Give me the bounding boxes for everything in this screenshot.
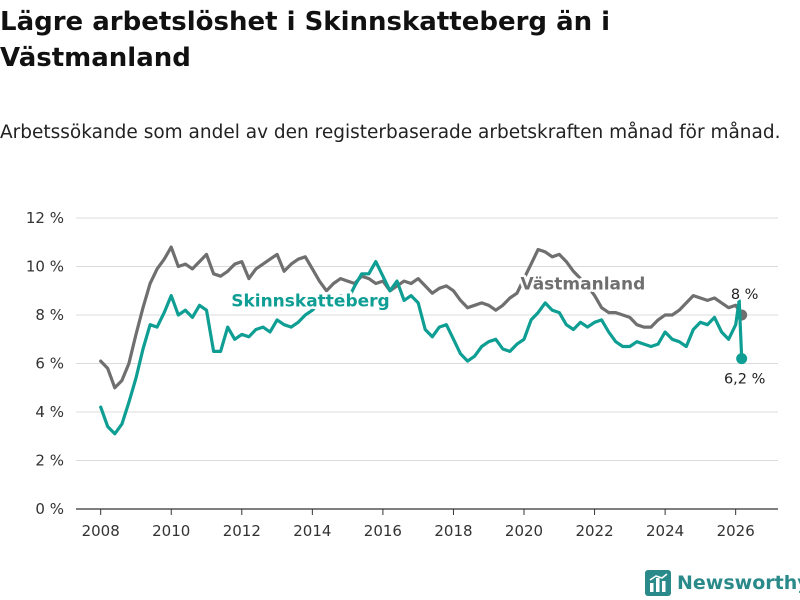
end-point-skinnskatteberg bbox=[736, 353, 748, 365]
x-tick-label: 2010 bbox=[152, 522, 190, 540]
series-lines bbox=[99, 245, 748, 436]
y-tick-label: 10 % bbox=[26, 258, 64, 276]
y-tick-label: 0 % bbox=[35, 500, 64, 518]
x-tick-label: 2020 bbox=[505, 522, 543, 540]
page-title: Lägre arbetslöshet i Skinnskatteberg än … bbox=[0, 7, 611, 73]
series-name-label: Västmanland bbox=[520, 275, 645, 295]
y-tick-label: 6 % bbox=[35, 355, 64, 373]
end-value-label: 6,2 % bbox=[724, 372, 765, 388]
y-tick-label: 4 % bbox=[35, 403, 64, 421]
brand-name: Newsworthy bbox=[677, 572, 800, 594]
x-tick-label: 2018 bbox=[434, 522, 472, 540]
x-tick-label: 2014 bbox=[293, 522, 331, 540]
series-line-västmanland bbox=[99, 245, 744, 390]
axes: 0 % 2 % 4 % 6 % 8 % 10 % 12 % 2008 2010 2012 2014 2… bbox=[26, 209, 755, 540]
x-tick-label: 2026 bbox=[717, 522, 755, 540]
series-line-skinnskatteberg bbox=[99, 260, 744, 436]
x-tick-label: 2012 bbox=[223, 522, 261, 540]
x-tick-label: 2008 bbox=[82, 522, 120, 540]
x-tick-label: 2016 bbox=[364, 522, 402, 540]
y-tick-label: 8 % bbox=[35, 306, 64, 324]
series-name-label: Skinnskatteberg bbox=[231, 292, 390, 312]
y-tick-label: 2 % bbox=[35, 452, 64, 470]
grid-lines bbox=[76, 217, 778, 510]
end-value-label: 8 % bbox=[731, 287, 759, 303]
page-subtitle: Arbetssökande som andel av den registerb… bbox=[0, 122, 781, 143]
series-labels: Västmanland 8 % Skinnskatteberg 6,2 % bbox=[229, 272, 768, 390]
x-tick-label: 2024 bbox=[646, 522, 684, 540]
y-tick-label: 12 % bbox=[26, 209, 64, 227]
bar-chart-logo-icon bbox=[645, 570, 671, 596]
x-tick-label: 2022 bbox=[575, 522, 613, 540]
brand-logo: Newsworthy bbox=[645, 569, 800, 597]
